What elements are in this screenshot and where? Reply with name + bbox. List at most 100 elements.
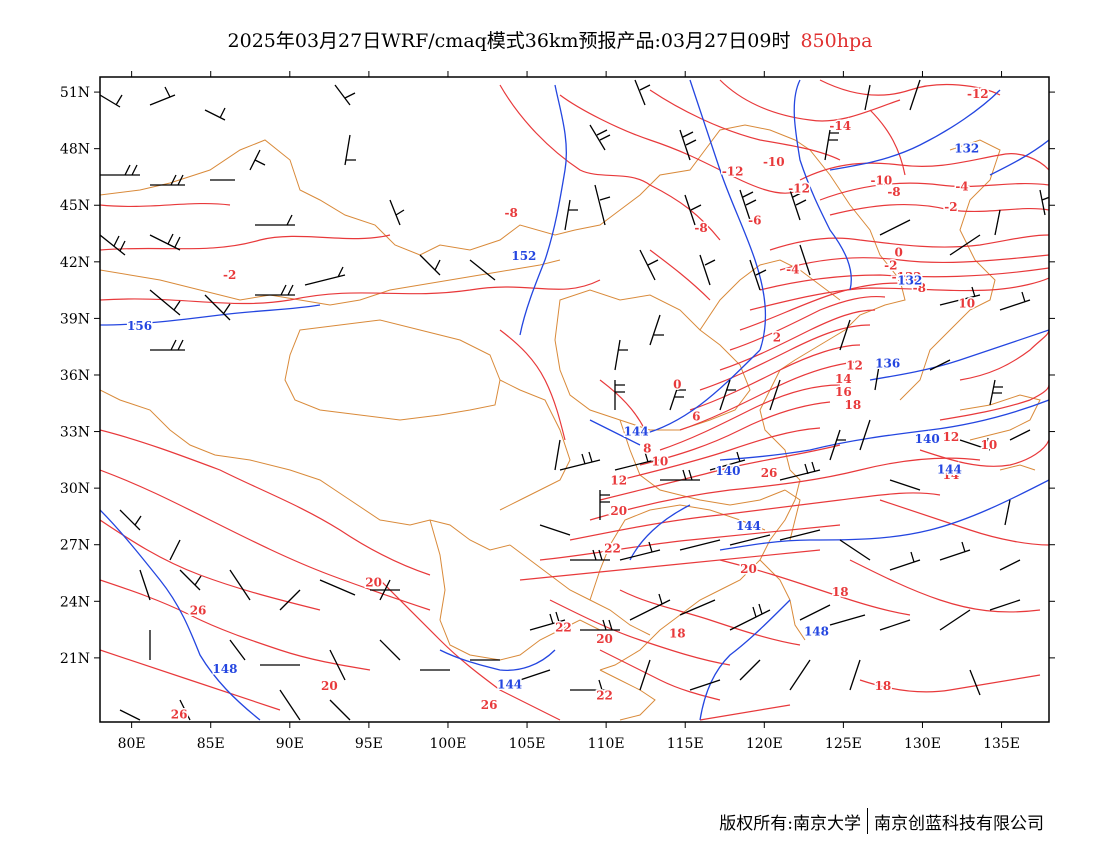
isotherm-label: -2 [223,268,236,282]
isotherm-label: -8 [913,281,926,295]
isotherm-label: 14 [835,372,852,386]
lat-label: 51N [60,85,90,101]
temperature-isotherms [100,79,1049,721]
isotherm-label: 2 [773,330,781,344]
isotherm-label: -12 [967,87,989,101]
height-contour-label: 144 [736,519,761,533]
isotherm-label: 12 [610,474,627,488]
isotherm-label: 20 [610,504,627,518]
isotherm-label: 12 [943,430,960,444]
isotherm-label: 8 [643,442,651,456]
lat-label: 21N [60,651,90,667]
map-border [99,76,1050,723]
isotherm-label: -10 [763,155,785,169]
lon-label: 85E [197,736,225,752]
lon-label: 125E [825,736,862,752]
isotherm-label: 20 [321,679,338,693]
height-contour-label: 132 [897,274,922,288]
isotherm-label: 18 [669,626,686,640]
lon-label: 95E [355,736,383,752]
isotherm-label: 16 [835,385,852,399]
temperature-labels: -12-14-12-10-12-10-8 -4-2-8-8-6-4-20-2-13… [169,85,999,722]
isotherm-label: 10 [981,438,998,452]
height-contour-label: 132 [954,142,979,156]
pressure-level-label: 850hpa [800,30,873,52]
height-contour-label: 144 [624,425,649,439]
isotherm-label: 18 [832,585,849,599]
lat-label: 42N [60,255,90,271]
height-contour-label: 152 [511,249,536,263]
isotherm-label: -10 [870,174,892,188]
lat-label: 30N [60,481,90,497]
lon-label: 80E [118,736,146,752]
isotherm-label: -8 [887,185,900,199]
isotherm-label: -2 [944,200,957,214]
isotherm-label: 14 [943,468,960,482]
lon-label: 110E [588,736,625,752]
latitude-labels: 51N 48N 45N 42N 39N 36N 33N 30N 27N 24N 21N [60,85,90,667]
longitude-labels: 80E 85E 90E 95E 100E 105E 110E 115E 120E 125E 130E… [118,736,1020,752]
isotherm-label: -6 [748,213,761,227]
isotherm-label: -8 [505,206,518,220]
isotherm-label: 26 [761,466,778,480]
height-contour-label: 144 [497,677,522,691]
copyright-company: 南京创蓝科技有限公司 [874,813,1044,834]
isotherm-label: 22 [555,621,572,635]
height-contour-label: 144 [937,462,962,476]
geopotential-contours [100,79,1049,721]
lat-label: 39N [60,311,90,327]
lat-label: 48N [60,142,90,158]
height-contour-label: 148 [804,624,829,638]
isotherm-label: 26 [190,604,207,618]
isotherm-label: 22 [596,689,613,703]
isotherm-label: 20 [740,562,757,576]
isotherm-label: -12 [788,181,810,195]
map-title-text: 2025年03月27日WRF/cmaq模式36km预报产品:03月27日09时 [227,30,791,52]
isotherm-label: -8 [694,221,707,235]
isotherm-label: 26 [481,698,498,712]
isotherm-label: 0 [673,377,681,391]
lat-label: 45N [60,198,90,214]
isotherm-label: 20 [365,575,382,589]
footer-divider [867,808,868,834]
lon-label: 100E [429,736,466,752]
isotherm-label: 6 [692,409,700,423]
isotherm-label: 20 [596,632,613,646]
copyright-owner: 版权所有:南京大学 [719,813,861,834]
lat-label: 24N [60,594,90,610]
height-contour-label: 156 [127,319,152,333]
lon-label: 120E [746,736,783,752]
isotherm-label: -132 [892,270,922,284]
lat-label: 36N [60,368,90,384]
isotherm-label: 22 [604,541,621,555]
map-title: 2025年03月27日WRF/cmaq模式36km预报产品:03月27日09时 8… [0,26,1100,53]
axis-ticks [94,71,1055,728]
isotherm-label: 12 [846,359,863,373]
isotherm-label: 18 [845,398,862,412]
lat-label: 27N [60,538,90,554]
lon-label: 105E [509,736,546,752]
isotherm-label: 10 [652,455,669,469]
height-contour-label: 140 [915,432,940,446]
isotherm-label: 0 [895,245,903,259]
height-contour-label: 136 [875,357,900,371]
lon-label: 130E [904,736,941,752]
isotherm-label: -4 [955,179,968,193]
isotherm-label: -4 [786,262,799,276]
isotherm-label: 18 [875,679,892,693]
isotherm-label: 26 [171,707,188,721]
isotherm-label: -2 [884,259,897,273]
height-contour-label: 140 [715,464,740,478]
isotherm-label: 10 [958,296,975,310]
lat-label: 33N [60,425,90,441]
lon-label: 90E [276,736,304,752]
isotherm-label: -14 [829,119,851,133]
isotherm-label: -12 [722,164,744,178]
height-contour-label: 148 [212,662,237,676]
lon-label: 135E [983,736,1020,752]
copyright-footer: 版权所有:南京大学 南京创蓝科技有限公司 [719,808,1044,834]
wind-barbs [100,79,1049,721]
lon-label: 115E [667,736,704,752]
